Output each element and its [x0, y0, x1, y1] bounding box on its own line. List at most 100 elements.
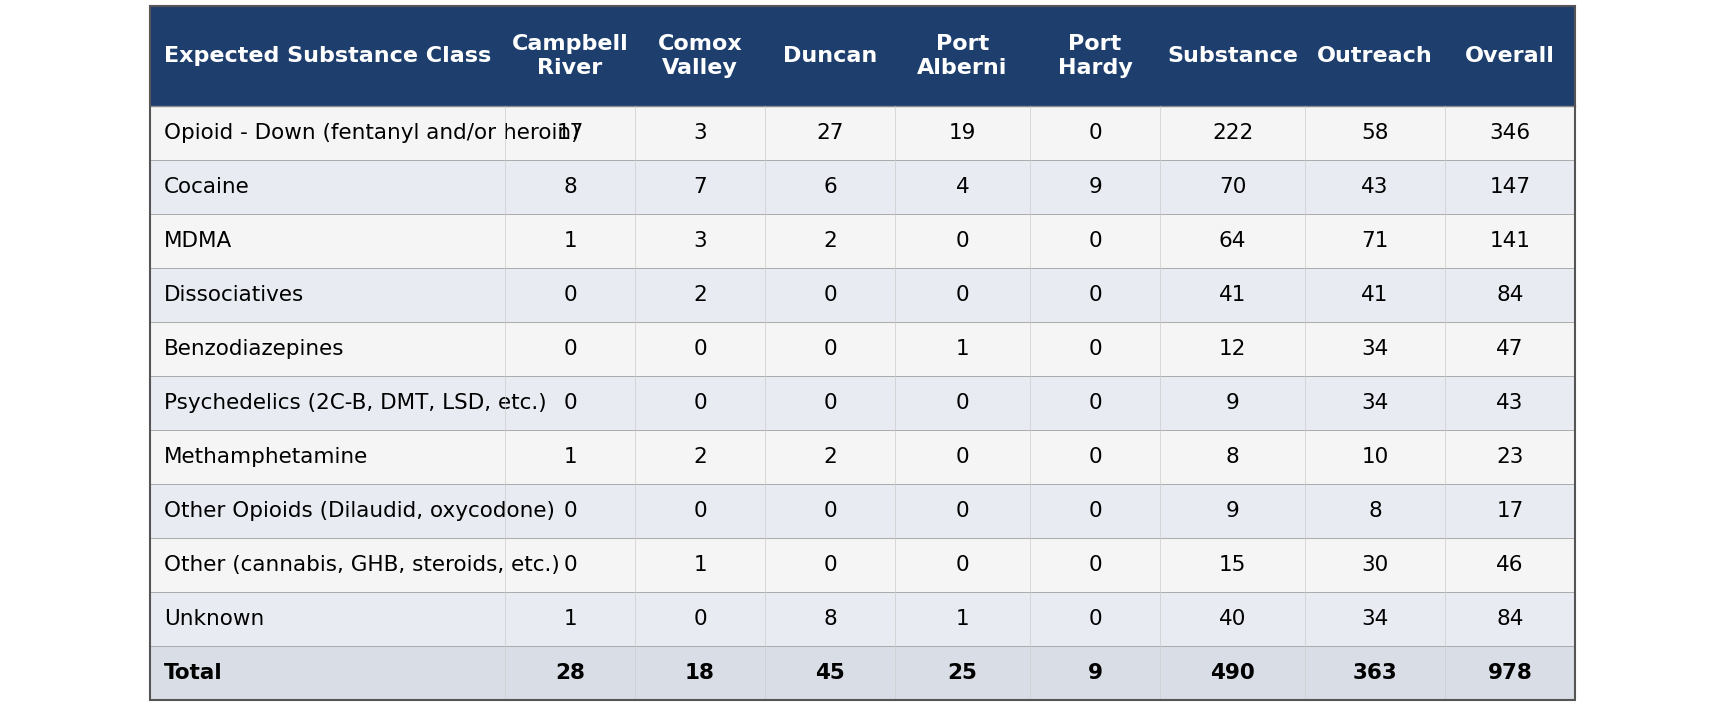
Text: Benzodiazepines: Benzodiazepines [164, 339, 345, 359]
Text: 0: 0 [1088, 555, 1102, 575]
Text: 58: 58 [1361, 123, 1389, 143]
Text: 2: 2 [823, 447, 837, 467]
Bar [1306, 646, 1446, 700]
Bar [1159, 376, 1306, 430]
Bar [1446, 214, 1575, 268]
Bar [150, 430, 505, 484]
Bar [150, 376, 505, 430]
Text: 34: 34 [1361, 393, 1389, 413]
Text: 0: 0 [956, 393, 969, 413]
Bar [505, 484, 635, 538]
Bar [505, 646, 635, 700]
Bar [150, 160, 505, 214]
Text: 0: 0 [693, 393, 707, 413]
Bar [150, 484, 505, 538]
Bar [895, 592, 1030, 646]
Bar [764, 484, 895, 538]
Bar [1306, 484, 1446, 538]
Text: 0: 0 [1088, 609, 1102, 629]
Text: 27: 27 [816, 123, 844, 143]
Text: 8: 8 [1226, 447, 1239, 467]
Bar [505, 430, 635, 484]
Bar [1306, 538, 1446, 592]
Bar [1446, 322, 1575, 376]
Text: Cocaine: Cocaine [164, 177, 250, 197]
Bar [1306, 6, 1446, 106]
Text: Substance: Substance [1168, 46, 1297, 66]
Bar [764, 322, 895, 376]
Bar [1159, 592, 1306, 646]
Bar [505, 160, 635, 214]
Bar [1446, 106, 1575, 160]
Text: 9: 9 [1226, 393, 1239, 413]
Text: 2: 2 [823, 231, 837, 251]
Bar [1159, 160, 1306, 214]
Text: 0: 0 [956, 501, 969, 521]
Bar [1306, 160, 1446, 214]
Text: 84: 84 [1496, 285, 1523, 305]
Bar [635, 592, 764, 646]
Text: Opioid - Down (fentanyl and/or heroin): Opioid - Down (fentanyl and/or heroin) [164, 123, 580, 143]
Text: 70: 70 [1220, 177, 1245, 197]
Text: 17: 17 [555, 123, 583, 143]
Bar [635, 6, 764, 106]
Bar [1159, 214, 1306, 268]
Bar [150, 322, 505, 376]
Bar [1030, 322, 1159, 376]
Text: Port
Alberni: Port Alberni [918, 35, 1007, 78]
Text: Methamphetamine: Methamphetamine [164, 447, 367, 467]
Text: 18: 18 [685, 663, 714, 683]
Bar [635, 484, 764, 538]
Text: Unknown: Unknown [164, 609, 264, 629]
Bar [1159, 484, 1306, 538]
Text: 30: 30 [1361, 555, 1389, 575]
Text: 0: 0 [1088, 501, 1102, 521]
Bar [764, 592, 895, 646]
Bar [150, 538, 505, 592]
Bar [1306, 214, 1446, 268]
Text: 1: 1 [562, 609, 576, 629]
Bar [1159, 538, 1306, 592]
Bar [635, 214, 764, 268]
Bar [1030, 484, 1159, 538]
Bar [150, 6, 1575, 700]
Text: 0: 0 [956, 231, 969, 251]
Text: 28: 28 [555, 663, 585, 683]
Text: 34: 34 [1361, 339, 1389, 359]
Text: 47: 47 [1496, 339, 1523, 359]
Bar [150, 592, 505, 646]
Text: 2: 2 [693, 447, 707, 467]
Bar [1446, 646, 1575, 700]
Text: 6: 6 [823, 177, 837, 197]
Text: 0: 0 [823, 339, 837, 359]
Text: 34: 34 [1361, 609, 1389, 629]
Text: 0: 0 [956, 447, 969, 467]
Text: 0: 0 [823, 501, 837, 521]
Text: 0: 0 [562, 501, 576, 521]
Text: Other Opioids (Dilaudid, oxycodone): Other Opioids (Dilaudid, oxycodone) [164, 501, 555, 521]
Bar [1446, 430, 1575, 484]
Bar [1306, 592, 1446, 646]
Text: 0: 0 [562, 393, 576, 413]
Text: 0: 0 [823, 555, 837, 575]
Text: Total: Total [164, 663, 223, 683]
Bar [150, 646, 505, 700]
Bar [1446, 268, 1575, 322]
Text: 17: 17 [1496, 501, 1523, 521]
Text: Campbell
River: Campbell River [512, 35, 628, 78]
Bar [635, 160, 764, 214]
Text: 23: 23 [1496, 447, 1523, 467]
Text: 0: 0 [823, 285, 837, 305]
Bar [895, 322, 1030, 376]
Text: 8: 8 [823, 609, 837, 629]
Bar [1030, 592, 1159, 646]
Text: 71: 71 [1361, 231, 1389, 251]
Text: Outreach: Outreach [1318, 46, 1433, 66]
Bar [895, 484, 1030, 538]
Text: 978: 978 [1487, 663, 1532, 683]
Text: 12: 12 [1220, 339, 1245, 359]
Text: 1: 1 [956, 339, 969, 359]
Text: 0: 0 [562, 285, 576, 305]
Bar [895, 376, 1030, 430]
Text: 0: 0 [1088, 231, 1102, 251]
